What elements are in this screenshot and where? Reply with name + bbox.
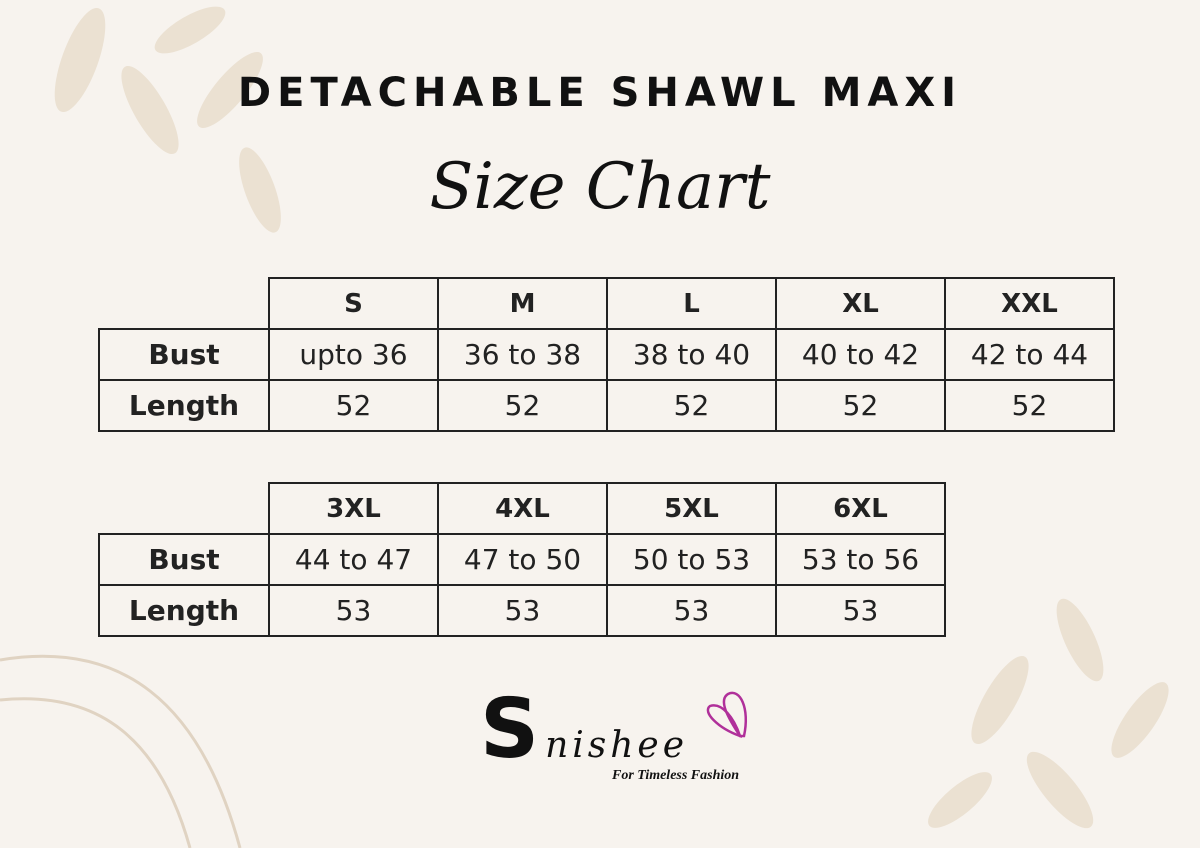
brand-logo bbox=[706, 691, 748, 739]
cell: 52 bbox=[606, 379, 777, 432]
cell: 38 to 40 bbox=[606, 328, 777, 381]
cell: 47 to 50 bbox=[437, 533, 608, 586]
size-header: S bbox=[268, 277, 439, 330]
size-header: 5XL bbox=[606, 482, 777, 535]
row-label: Bust bbox=[98, 328, 270, 381]
size-header: 3XL bbox=[268, 482, 439, 535]
cell: 42 to 44 bbox=[944, 328, 1115, 381]
table-row: Bust 44 to 47 47 to 50 50 to 53 53 to 56 bbox=[98, 533, 946, 586]
cell: 44 to 47 bbox=[268, 533, 439, 586]
page-title: DETACHABLE SHAWL MAXI bbox=[237, 70, 963, 116]
cell: 52 bbox=[437, 379, 608, 432]
size-header: XL bbox=[775, 277, 946, 330]
row-label: Length bbox=[98, 584, 270, 637]
size-header: XXL bbox=[944, 277, 1115, 330]
cell: 36 to 38 bbox=[437, 328, 608, 381]
row-label: Bust bbox=[98, 533, 270, 586]
size-table-2: 3XL 4XL 5XL 6XL Bust 44 to 47 47 to 50 5… bbox=[98, 482, 946, 637]
cell: 40 to 42 bbox=[775, 328, 946, 381]
cell: 53 bbox=[775, 584, 946, 637]
cell: 52 bbox=[775, 379, 946, 432]
table-row: Length 52 52 52 52 52 bbox=[98, 379, 1115, 432]
size-header: M bbox=[437, 277, 608, 330]
cell: upto 36 bbox=[268, 328, 439, 381]
table-row: Bust upto 36 36 to 38 38 to 40 40 to 42 … bbox=[98, 328, 1115, 381]
cell: 52 bbox=[268, 379, 439, 432]
cell: 53 bbox=[437, 584, 608, 637]
butterfly-icon bbox=[706, 691, 748, 739]
cell: 50 to 53 bbox=[606, 533, 777, 586]
brand-tagline: For Timeless Fashion bbox=[612, 768, 740, 783]
row-label: Length bbox=[98, 379, 270, 432]
size-header: 4XL bbox=[437, 482, 608, 535]
size-header: 6XL bbox=[775, 482, 946, 535]
subtitle: Size Chart bbox=[429, 150, 771, 224]
cell: 53 to 56 bbox=[775, 533, 946, 586]
brand-name: Snishee bbox=[480, 682, 689, 777]
cell: 53 bbox=[606, 584, 777, 637]
cell: 53 bbox=[268, 584, 439, 637]
size-header: L bbox=[606, 277, 777, 330]
cell: 52 bbox=[944, 379, 1115, 432]
size-table-1: S M L XL XXL Bust upto 36 36 to 38 38 to… bbox=[98, 277, 1115, 432]
table-row: Length 53 53 53 53 bbox=[98, 584, 946, 637]
